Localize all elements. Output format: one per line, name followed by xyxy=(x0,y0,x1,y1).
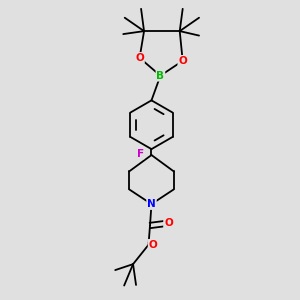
Text: O: O xyxy=(164,218,173,228)
Text: F: F xyxy=(136,148,144,159)
Text: O: O xyxy=(148,240,157,250)
Text: O: O xyxy=(135,53,144,63)
Text: N: N xyxy=(147,199,156,209)
Text: B: B xyxy=(156,71,164,81)
Text: O: O xyxy=(178,56,187,66)
